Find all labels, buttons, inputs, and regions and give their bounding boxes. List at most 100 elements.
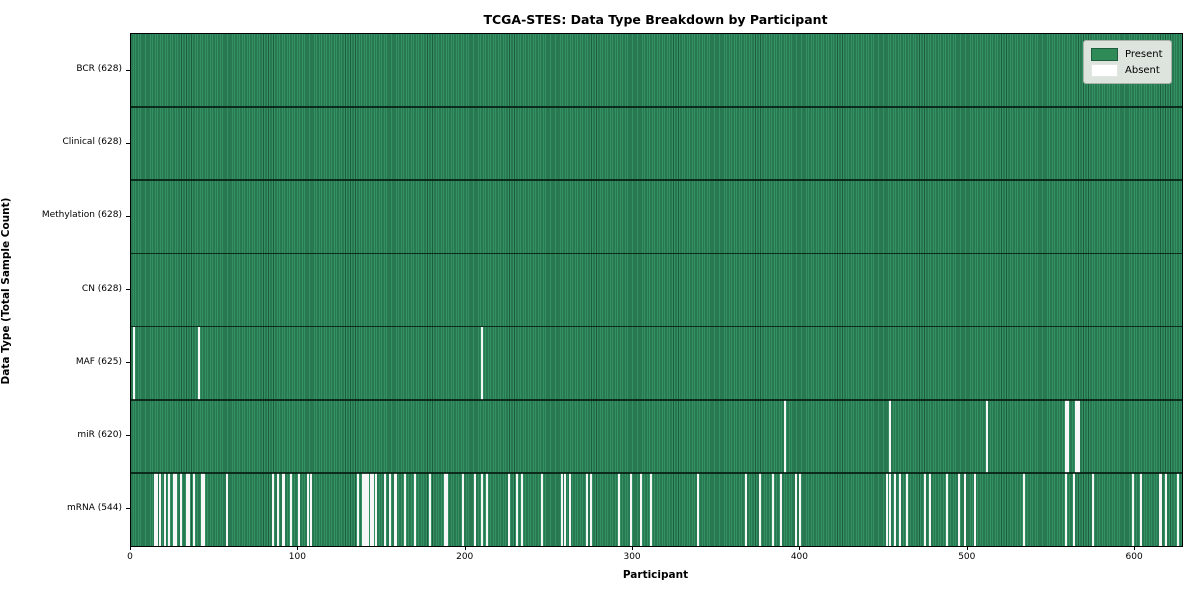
row-maf [131,326,1182,400]
ytick-label-cn: CN (628) [81,283,122,294]
ytick-label-methylation: Methylation (628) [41,210,122,221]
xtick-label-100: 100 [288,552,306,562]
absent-mark [403,472,406,546]
absent-mark [1064,399,1067,473]
absent-mark [798,472,801,546]
absent-mark [361,472,364,546]
absent-mark [1073,472,1076,546]
ytick-label-clinical: Clinical (628) [62,137,122,148]
absent-mark [306,472,309,546]
absent-mark [1023,472,1025,546]
absent-mark [413,472,416,546]
absent-mark [428,472,431,546]
ytick-label-maf: MAF (625) [75,356,122,367]
absent-mark [696,472,699,546]
absent-mark [370,472,373,546]
absent-mark [164,472,167,546]
absent-mark [371,472,374,546]
absent-mark [541,472,544,546]
absent-mark [964,472,967,546]
xtick-label-200: 200 [456,552,474,562]
absent-mark [271,472,274,546]
absent-mark [474,472,477,546]
absent-mark [586,472,589,546]
legend: Present Absent [1083,40,1172,84]
absent-mark [283,472,286,546]
absent-mark [1076,399,1079,473]
absent-mark [310,472,313,546]
absent-mark [226,472,229,546]
absent-mark [281,472,284,546]
absent-mark [520,472,523,546]
absent-mark [885,472,888,546]
ytick-mark [126,289,130,290]
absent-mark [1158,472,1161,546]
absent-mark [924,472,927,546]
absent-mark [589,472,592,546]
absent-mark [480,326,483,400]
absent-mark [383,472,386,546]
absent-mark [986,399,989,473]
absent-mark [1078,399,1081,473]
absent-mark [1066,399,1069,473]
absent-mark [758,472,761,546]
absent-mark [443,472,446,546]
ytick-label-mir: miR (620) [77,429,122,440]
absent-mark [1091,472,1094,546]
row-clinical [131,107,1182,181]
absent-mark [1165,472,1168,546]
row-separator [131,106,1182,108]
absent-mark [507,472,510,546]
x-axis-label: Participant [622,569,689,581]
absent-mark [561,472,564,546]
ytick-mark [126,215,130,217]
xtick-label-600: 600 [1125,552,1143,562]
absent-mark [564,472,567,546]
absent-mark [393,472,396,546]
xtick-mark [966,546,968,550]
absent-mark [889,399,892,473]
absent-mark [780,472,783,546]
absent-mark [192,472,195,546]
absent-mark [1064,472,1067,546]
absent-mark [298,472,301,546]
absent-mark [783,399,786,473]
xtick-mark [130,546,131,550]
absent-mark [197,326,200,400]
absent-mark [771,472,774,546]
absent-mark [639,472,642,546]
absent-mark [445,472,448,546]
absent-mark [366,472,369,546]
absent-mark [480,472,483,546]
y-axis-label: Data Type (Total Sample Count) [0,197,12,385]
absent-mark [1074,399,1077,473]
legend-label-present: Present [1125,48,1163,60]
xtick-label-400: 400 [790,552,809,562]
ytick-mark [126,435,130,437]
row-mir [131,399,1182,473]
ytick-mark [126,69,130,71]
ytick-mark [126,508,130,510]
absent-mark [174,472,177,546]
absent-mark [905,472,908,546]
row-methylation [131,180,1182,254]
absent-mark [946,472,949,546]
xtick-mark [464,546,466,550]
absent-mark [894,472,897,546]
absent-mark [1160,472,1163,546]
absent-mark [929,472,932,546]
absent-mark [202,472,205,546]
absent-mark [899,472,902,546]
row-separator [131,179,1182,182]
absent-mark [363,472,366,546]
row-separator [131,398,1182,401]
absent-mark [289,472,292,546]
absent-mark [629,472,632,546]
absent-mark [1140,472,1143,546]
absent-mark [156,472,159,546]
row-bcr [131,34,1182,108]
absent-mark [395,472,398,546]
chart-title: TCGA-STES: Data Type Breakdown by Partic… [483,12,828,27]
absent-mark [186,472,189,546]
